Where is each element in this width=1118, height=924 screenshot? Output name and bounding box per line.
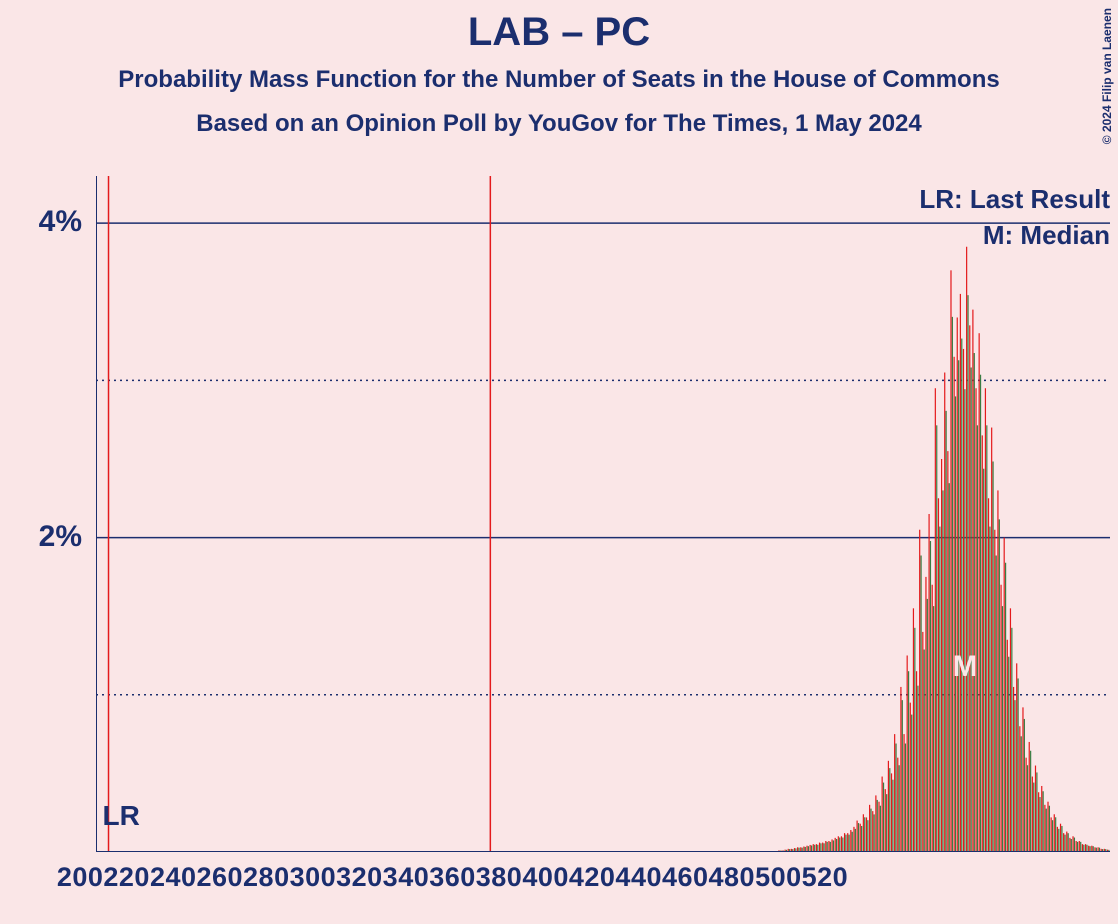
pmf-chart <box>96 176 1110 852</box>
chart-subtitle-1: Probability Mass Function for the Number… <box>0 66 1118 94</box>
copyright-text: © 2024 Filip van Laenen <box>1100 8 1114 144</box>
chart-subtitle-2: Based on an Opinion Poll by YouGov for T… <box>0 110 1118 138</box>
y-tick-label: 2% <box>0 520 82 554</box>
y-tick-label: 4% <box>0 205 82 239</box>
lr-axis-label: LR <box>103 800 140 832</box>
x-axis-ticks: 2002202402602803003203403603804004204404… <box>57 862 1118 893</box>
chart-title: LAB – PC <box>0 10 1118 55</box>
